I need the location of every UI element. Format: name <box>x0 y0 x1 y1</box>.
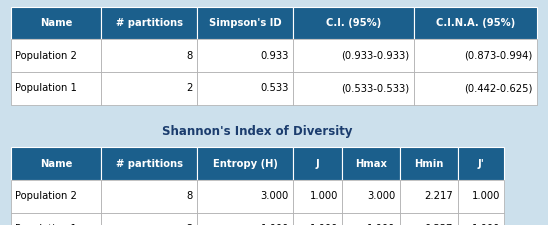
Text: 3.000: 3.000 <box>260 191 289 201</box>
Bar <box>414 7 537 39</box>
Text: Population 2: Population 2 <box>15 191 77 201</box>
Text: Simpson's ID: Simpson's ID <box>209 18 282 28</box>
Text: C.I.N.A. (95%): C.I.N.A. (95%) <box>436 18 515 28</box>
Text: J: J <box>316 159 319 169</box>
Text: 2: 2 <box>186 224 193 225</box>
Bar <box>101 72 197 105</box>
Bar <box>458 180 504 213</box>
Bar <box>458 147 504 180</box>
Text: Shannon's Index of Diversity: Shannon's Index of Diversity <box>162 125 353 138</box>
Bar <box>293 213 342 225</box>
Text: (0.533-0.533): (0.533-0.533) <box>341 83 409 93</box>
Text: # partitions: # partitions <box>116 159 183 169</box>
Bar <box>197 147 293 180</box>
Bar <box>342 180 400 213</box>
Text: J': J' <box>477 159 484 169</box>
Text: Population 1: Population 1 <box>15 83 77 93</box>
Text: Hmin: Hmin <box>414 159 443 169</box>
Bar <box>400 213 458 225</box>
Text: Name: Name <box>40 18 72 28</box>
Text: 8: 8 <box>187 51 193 61</box>
Text: (0.933-0.933): (0.933-0.933) <box>341 51 409 61</box>
Bar <box>101 213 197 225</box>
Text: Population 2: Population 2 <box>15 51 77 61</box>
Bar <box>197 213 293 225</box>
Text: 1.000: 1.000 <box>471 224 500 225</box>
Bar <box>197 72 293 105</box>
Text: Population 1: Population 1 <box>15 224 77 225</box>
Bar <box>400 180 458 213</box>
Bar <box>414 72 537 105</box>
Text: 1.000: 1.000 <box>310 191 338 201</box>
Text: Name: Name <box>40 159 72 169</box>
Text: 1.000: 1.000 <box>471 191 500 201</box>
Bar <box>414 39 537 72</box>
Bar <box>458 213 504 225</box>
Bar <box>101 39 197 72</box>
Bar <box>101 147 197 180</box>
Text: (0.873-0.994): (0.873-0.994) <box>464 51 533 61</box>
Bar <box>11 213 101 225</box>
Text: 1.000: 1.000 <box>260 224 289 225</box>
Bar <box>197 7 293 39</box>
Bar <box>11 7 101 39</box>
Bar <box>293 180 342 213</box>
Bar <box>11 72 101 105</box>
Bar <box>293 39 414 72</box>
Bar <box>197 39 293 72</box>
Text: (0.442-0.625): (0.442-0.625) <box>464 83 533 93</box>
Bar <box>11 147 101 180</box>
Text: 3.000: 3.000 <box>367 191 396 201</box>
Text: Hmax: Hmax <box>355 159 387 169</box>
Bar <box>101 180 197 213</box>
Bar <box>400 147 458 180</box>
Text: 8: 8 <box>187 191 193 201</box>
Bar <box>342 213 400 225</box>
Text: 0.337: 0.337 <box>425 224 453 225</box>
Text: 1.000: 1.000 <box>367 224 396 225</box>
Text: 0.533: 0.533 <box>260 83 289 93</box>
Text: 2.217: 2.217 <box>425 191 453 201</box>
Text: 2: 2 <box>186 83 193 93</box>
Text: Entropy (H): Entropy (H) <box>213 159 278 169</box>
Text: 1.000: 1.000 <box>310 224 338 225</box>
Bar <box>293 147 342 180</box>
Text: C.I. (95%): C.I. (95%) <box>326 18 381 28</box>
Text: # partitions: # partitions <box>116 18 183 28</box>
Bar <box>342 147 400 180</box>
Bar <box>293 72 414 105</box>
Bar <box>293 7 414 39</box>
Bar <box>197 180 293 213</box>
Text: 0.933: 0.933 <box>260 51 289 61</box>
Bar <box>11 180 101 213</box>
Bar <box>11 39 101 72</box>
Bar <box>101 7 197 39</box>
